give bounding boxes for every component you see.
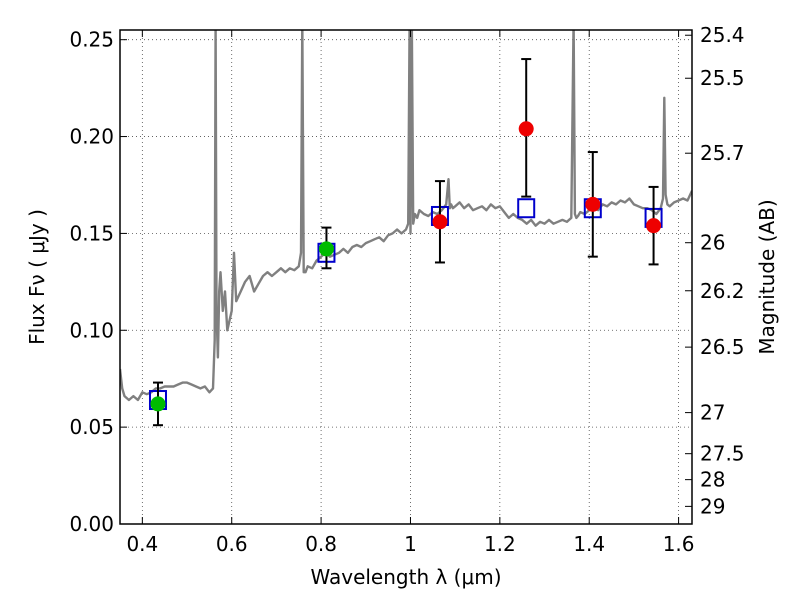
- plot-frame: [119, 29, 693, 525]
- observed-flux-point: [518, 121, 534, 137]
- y2-tick-label: 25.7: [700, 141, 745, 165]
- x-axis-label: Wavelength λ (μm): [310, 565, 501, 589]
- plot-area: [120, 30, 692, 524]
- y2-tick-label: 27: [700, 401, 725, 425]
- y2-tick-label: 29: [700, 494, 725, 518]
- y-tick-label: 0.10: [69, 318, 114, 342]
- y-tick-label: 0.15: [69, 221, 114, 245]
- x-tick-label: 1: [404, 532, 417, 556]
- y-axis-label: Flux Fν ( μJy ): [25, 209, 49, 345]
- y-tick-label: 0.05: [69, 415, 114, 439]
- y2-tick-label: 25.5: [700, 66, 745, 90]
- y-tick-label: 0.20: [69, 125, 114, 149]
- y-tick-label: 0.00: [69, 512, 114, 536]
- observed-flux-point: [646, 218, 662, 234]
- y2-tick-label: 28: [700, 468, 725, 492]
- y2-tick-label: 26.5: [700, 335, 745, 359]
- x-tick-label: 1.4: [573, 532, 605, 556]
- x-tick-label: 1.6: [663, 532, 695, 556]
- axes: 0.4 0.6 0.8 1 1.2 1.4 1.6 0.00 0.05 0.10 0.15 0.20 0…: [69, 23, 744, 556]
- observed-flux-point: [150, 396, 166, 412]
- observed-flux-point: [318, 241, 334, 257]
- y-tick-label: 0.25: [69, 28, 114, 52]
- y2-tick-label: 26: [700, 231, 725, 255]
- y2-axis-label: Magnitude (AB): [755, 199, 779, 354]
- x-tick-label: 0.6: [216, 532, 248, 556]
- y2-tick-label: 27.5: [700, 442, 745, 466]
- x-tick-label: 1.2: [484, 532, 516, 556]
- y2-tick-label: 25.4: [700, 23, 745, 47]
- observed-flux-point: [585, 196, 601, 212]
- synthetic-flux-square: [517, 198, 536, 219]
- plot-series: [120, 30, 692, 427]
- observed-flux-point: [432, 214, 448, 230]
- x-tick-label: 0.4: [126, 532, 158, 556]
- x-tick-label: 0.8: [305, 532, 337, 556]
- y2-tick-label: 26.2: [700, 279, 745, 303]
